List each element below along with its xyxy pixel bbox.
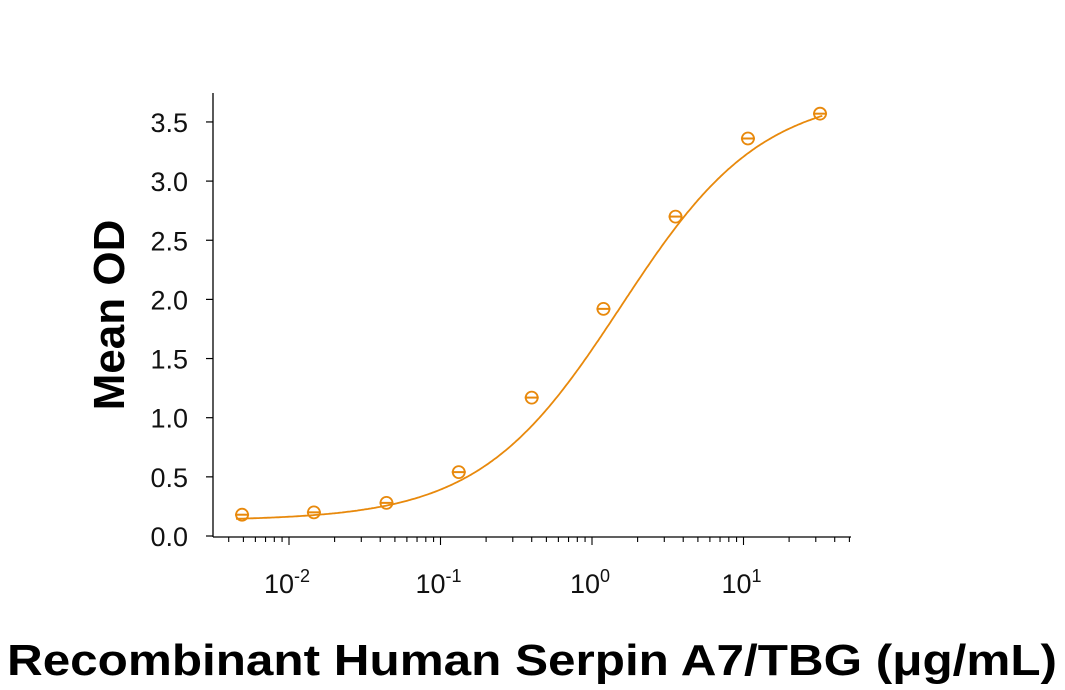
sigmoid-fit-line <box>235 115 823 520</box>
data-point-marker <box>740 131 755 146</box>
y-tick-label: 3.5 <box>150 108 188 138</box>
y-tick-label: 1.0 <box>150 404 188 434</box>
data-points <box>235 106 828 522</box>
y-tick-label: 0.0 <box>150 522 188 552</box>
y-tick-label: 2.0 <box>150 285 188 315</box>
x-axis-ticks: 10-2 10-1 100 101 <box>228 537 850 599</box>
x-tick-label: 10-1 <box>415 566 461 599</box>
axes <box>212 93 851 538</box>
y-tick-label: 1.5 <box>150 345 188 375</box>
data-point-marker <box>596 301 611 316</box>
data-point-marker <box>379 495 394 510</box>
y-axis-title: Mean OD <box>85 220 134 411</box>
data-point-marker <box>306 505 321 520</box>
x-tick-label: 101 <box>721 566 761 599</box>
data-point-marker <box>668 209 683 224</box>
y-axis-ticks: 0.0 0.5 1.0 1.5 2.0 2.5 3.0 3.5 <box>150 108 213 552</box>
data-point-marker <box>524 390 539 405</box>
y-tick-label: 2.5 <box>150 226 188 256</box>
fit-curve <box>235 115 823 520</box>
data-point-marker <box>451 465 466 480</box>
x-tick-label: 100 <box>570 566 610 599</box>
data-point-marker <box>235 507 250 522</box>
y-tick-label: 0.5 <box>150 463 188 493</box>
data-point-marker <box>813 106 828 121</box>
x-axis-title: Recombinant Human Serpin A7/TBG (μg/mL) <box>7 636 1057 685</box>
x-tick-label: 10-2 <box>264 566 310 599</box>
y-tick-label: 3.0 <box>150 167 188 197</box>
